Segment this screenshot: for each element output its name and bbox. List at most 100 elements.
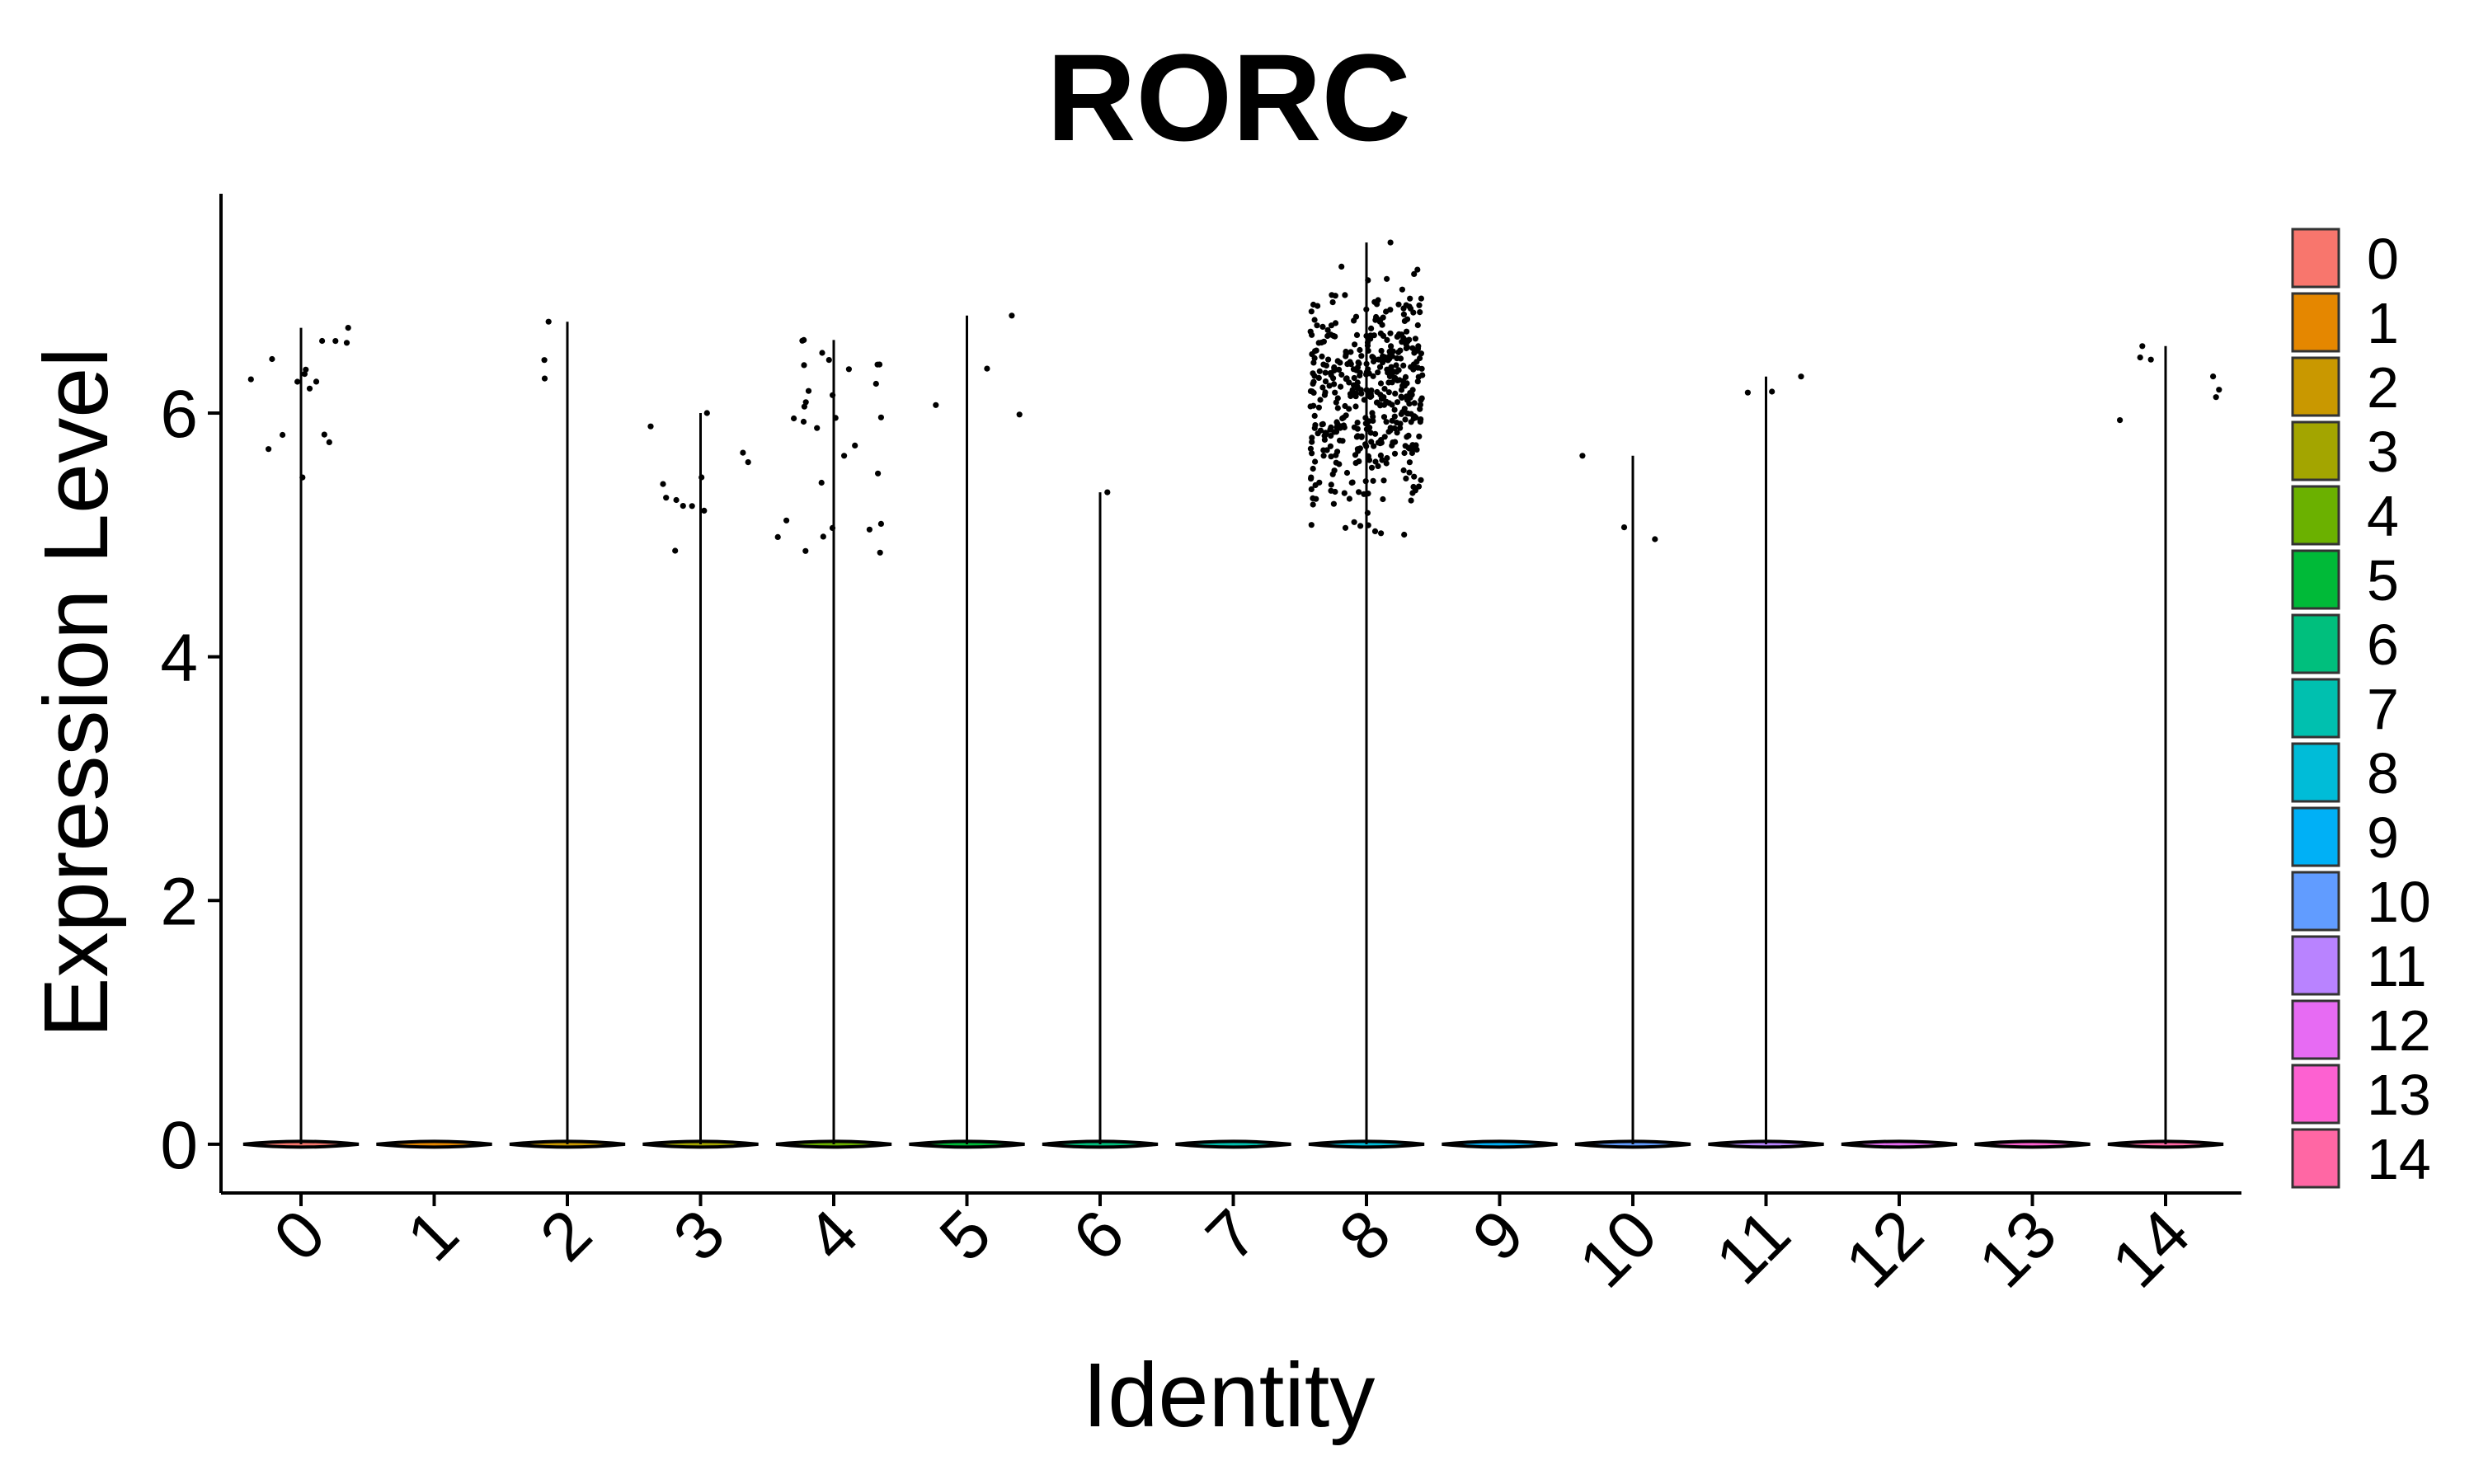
data-point (783, 517, 790, 524)
data-point (1404, 411, 1411, 417)
data-point (1363, 360, 1370, 367)
x-tick-label: 3 (660, 1195, 740, 1275)
data-point (1406, 459, 1413, 466)
data-point (1368, 392, 1375, 400)
data-point (1361, 491, 1367, 497)
data-point (1417, 402, 1423, 408)
data-point (1328, 424, 1334, 431)
data-point (791, 415, 797, 422)
y-tick-label: 6 (160, 377, 198, 452)
data-point (1319, 420, 1326, 427)
data-point (1397, 355, 1404, 362)
data-point (1408, 364, 1414, 370)
data-point (876, 361, 883, 368)
data-point (1327, 443, 1333, 449)
data-point (698, 474, 705, 481)
data-point (1347, 391, 1354, 397)
data-point (1338, 383, 1344, 390)
data-point (1417, 309, 1423, 316)
data-point (1322, 430, 1329, 436)
data-point (1389, 417, 1395, 424)
legend-swatch-1 (2291, 292, 2340, 353)
data-point (1310, 465, 1316, 472)
data-point (1400, 311, 1407, 317)
data-point (829, 524, 836, 532)
data-point (1341, 490, 1348, 496)
data-point (1370, 477, 1376, 484)
data-point (319, 337, 326, 345)
data-point (545, 318, 552, 325)
data-point (1365, 387, 1371, 395)
data-point (1364, 510, 1371, 516)
data-point (1351, 424, 1357, 430)
data-point (2210, 373, 2217, 380)
data-point (1372, 430, 1379, 437)
data-point (820, 533, 826, 540)
data-point (1385, 389, 1392, 396)
data-point (1353, 367, 1360, 373)
data-point (1380, 394, 1387, 401)
data-point (1403, 475, 1409, 482)
data-point (866, 526, 872, 533)
data-point (1310, 402, 1317, 409)
legend-label-13: 13 (2367, 1063, 2431, 1127)
legend-label-11: 11 (2367, 934, 2427, 998)
data-point (801, 362, 807, 369)
points-8 (1307, 239, 1426, 538)
data-point (1312, 481, 1319, 489)
violin-2 (509, 1139, 626, 1149)
legend-label-1: 1 (2367, 291, 2399, 355)
x-tick-label: 12 (1832, 1195, 1938, 1302)
data-point (1400, 362, 1407, 369)
x-tick-label: 7 (1192, 1195, 1272, 1275)
data-point (1334, 405, 1341, 411)
y-tick-label: 2 (160, 864, 198, 939)
data-point (1418, 350, 1424, 357)
data-point (1769, 388, 1776, 395)
data-point (1395, 301, 1402, 308)
data-point (1390, 348, 1396, 355)
data-point (933, 402, 939, 408)
violin-8 (1308, 1139, 1425, 1149)
data-point (660, 481, 666, 487)
data-point (1332, 320, 1339, 326)
data-point (1331, 381, 1338, 387)
x-tick-label: 9 (1459, 1195, 1539, 1275)
violin-12 (1841, 1139, 1958, 1149)
data-point (1346, 379, 1352, 386)
data-point (1311, 317, 1318, 323)
data-point (1343, 348, 1349, 355)
data-point (877, 414, 884, 420)
data-point (877, 520, 884, 528)
data-point (1357, 346, 1363, 354)
data-point (799, 337, 806, 344)
data-point (1328, 481, 1334, 488)
data-point (1319, 323, 1326, 330)
data-point (1408, 497, 1414, 504)
data-point (1365, 453, 1371, 460)
data-point (1325, 356, 1332, 363)
data-point (1380, 314, 1386, 321)
data-point (1324, 447, 1330, 453)
data-point (326, 439, 332, 446)
data-point (1351, 374, 1357, 382)
data-point (1363, 306, 1370, 312)
data-point (1398, 411, 1404, 417)
data-point (1389, 353, 1395, 359)
data-point (1377, 380, 1385, 387)
data-point (1384, 455, 1390, 462)
data-point (1652, 536, 1658, 542)
data-point (1342, 524, 1349, 531)
data-point (1310, 389, 1317, 396)
data-point (1320, 338, 1327, 345)
data-point (1362, 415, 1369, 421)
data-point (1401, 531, 1408, 538)
data-point (1366, 425, 1373, 431)
data-point (1338, 423, 1344, 430)
data-point (1409, 442, 1416, 448)
data-point (680, 503, 686, 510)
data-point (1383, 308, 1390, 315)
data-point (1308, 522, 1315, 528)
